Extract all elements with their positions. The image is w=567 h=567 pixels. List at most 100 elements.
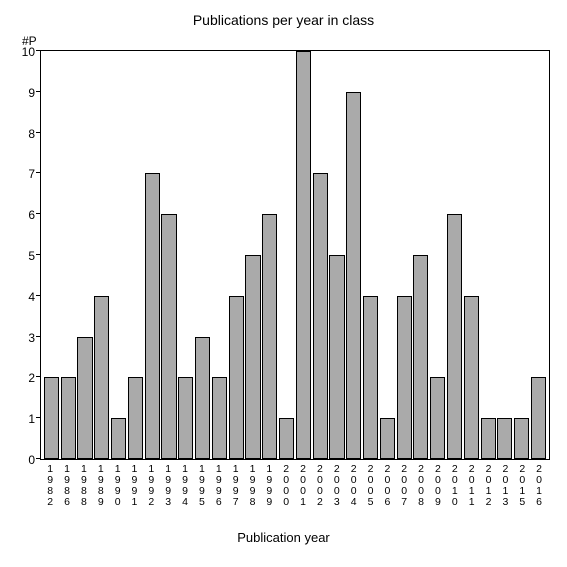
x-tick-label: 1992 — [143, 464, 160, 508]
y-tick-label: 2 — [13, 371, 35, 385]
x-tick-label: 1999 — [261, 464, 278, 508]
bar-slot — [93, 51, 110, 459]
y-tick-label: 8 — [13, 127, 35, 141]
x-axis-label: Publication year — [0, 530, 567, 545]
bar — [531, 377, 546, 459]
x-tick-label: 2006 — [379, 464, 396, 508]
y-tick-label: 3 — [13, 331, 35, 345]
x-tick-label: 1996 — [211, 464, 228, 508]
bar — [195, 337, 210, 459]
bar — [279, 418, 294, 459]
x-tick-label: 2015 — [514, 464, 531, 508]
bar — [128, 377, 143, 459]
bar — [380, 418, 395, 459]
y-tick-label: 6 — [13, 208, 35, 222]
bar — [497, 418, 512, 459]
x-tick-label: 2003 — [329, 464, 346, 508]
bar — [161, 214, 176, 459]
chart-container: Publications per year in class #P 012345… — [0, 0, 567, 567]
x-tick-label: 1995 — [194, 464, 211, 508]
bar-slot — [463, 51, 480, 459]
bar-slot — [446, 51, 463, 459]
x-tick-label: 2004 — [345, 464, 362, 508]
x-tick-label: 2000 — [278, 464, 295, 508]
bar-slot — [429, 51, 446, 459]
bar — [111, 418, 126, 459]
bar-slot — [43, 51, 60, 459]
bar-slot — [127, 51, 144, 459]
bar — [262, 214, 277, 459]
x-tick-label: 1994 — [177, 464, 194, 508]
x-tick-label: 2013 — [497, 464, 514, 508]
bar — [94, 296, 109, 459]
bar — [447, 214, 462, 459]
y-tick-label: 7 — [13, 167, 35, 181]
x-tick-label: 2010 — [447, 464, 464, 508]
bar-slot — [379, 51, 396, 459]
x-tick-label: 1990 — [109, 464, 126, 508]
chart-title: Publications per year in class — [0, 12, 567, 28]
bar — [229, 296, 244, 459]
bar — [313, 173, 328, 459]
x-tick-label: 2009 — [430, 464, 447, 508]
bar-slot — [177, 51, 194, 459]
y-tick-label: 4 — [13, 290, 35, 304]
x-tick-label: 1989 — [93, 464, 110, 508]
x-tick-label: 2012 — [480, 464, 497, 508]
bar-slot — [110, 51, 127, 459]
x-tick-label: 2005 — [362, 464, 379, 508]
bar — [481, 418, 496, 459]
bar-slot — [278, 51, 295, 459]
bar — [413, 255, 428, 459]
bar — [296, 51, 311, 459]
x-tick-label: 1998 — [244, 464, 261, 508]
bar-slot — [362, 51, 379, 459]
x-tick-label: 1988 — [76, 464, 93, 508]
x-tick-label: 2008 — [413, 464, 430, 508]
bar — [329, 255, 344, 459]
bar — [61, 377, 76, 459]
x-tick-label: 1993 — [160, 464, 177, 508]
bar-slot — [312, 51, 329, 459]
y-tick-label: 0 — [13, 453, 35, 467]
bar-slot — [211, 51, 228, 459]
bar — [363, 296, 378, 459]
y-tick-label: 1 — [13, 412, 35, 426]
x-tick-label: 2007 — [396, 464, 413, 508]
x-tick-label: 2016 — [531, 464, 548, 508]
x-tick-label: 1986 — [59, 464, 76, 508]
bar — [514, 418, 529, 459]
bar-slot — [295, 51, 312, 459]
bar-slot — [261, 51, 278, 459]
x-tick-label: 2002 — [312, 464, 329, 508]
bar-slot — [530, 51, 547, 459]
bar-slot — [245, 51, 262, 459]
plot-area: 012345678910 — [40, 50, 550, 460]
bar — [77, 337, 92, 459]
x-tick-label: 1991 — [126, 464, 143, 508]
bar — [44, 377, 59, 459]
bar — [464, 296, 479, 459]
bar-slot — [161, 51, 178, 459]
bar — [430, 377, 445, 459]
bar-slot — [513, 51, 530, 459]
y-tick-label: 9 — [13, 86, 35, 100]
bar — [178, 377, 193, 459]
bar-slot — [345, 51, 362, 459]
x-tick-label: 2001 — [295, 464, 312, 508]
bar-slot — [413, 51, 430, 459]
bar-slot — [396, 51, 413, 459]
bar — [397, 296, 412, 459]
y-tick-label: 5 — [13, 249, 35, 263]
bar-slot — [497, 51, 514, 459]
bar — [212, 377, 227, 459]
bar-slot — [228, 51, 245, 459]
bar-slot — [144, 51, 161, 459]
bar-slot — [480, 51, 497, 459]
x-tick-label: 1997 — [227, 464, 244, 508]
y-tick-label: 10 — [13, 45, 35, 59]
x-tick-label: 2011 — [463, 464, 480, 508]
bar — [346, 92, 361, 459]
bar — [145, 173, 160, 459]
x-tick-label: 1982 — [42, 464, 59, 508]
